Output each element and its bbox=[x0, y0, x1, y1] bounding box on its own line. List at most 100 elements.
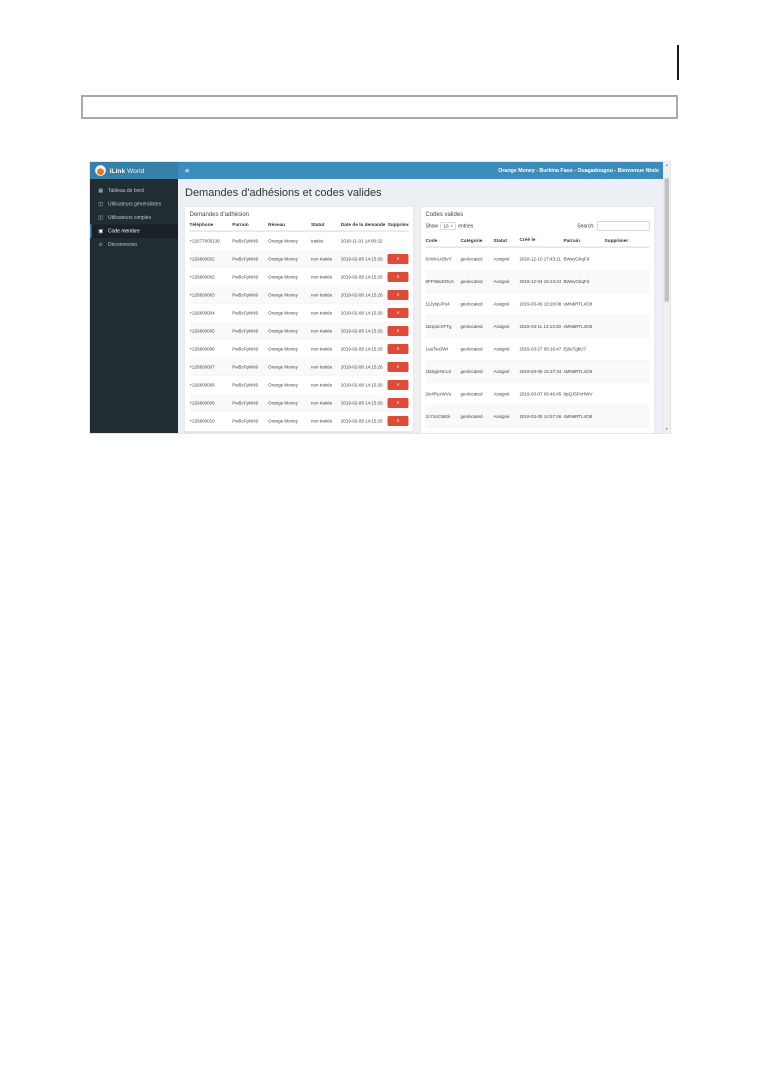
cell-parrain: Ej8uTgbU7 bbox=[563, 346, 587, 352]
column-header-sortable[interactable]: Catégorie↕ bbox=[460, 237, 486, 244]
cell-parrain: PwBcFpNN9 bbox=[232, 400, 259, 406]
cell-supprimer: × bbox=[387, 361, 409, 372]
cell-cree-le: 2019-03-06 10:28:08 bbox=[519, 301, 562, 307]
cell-statut: non traitée bbox=[310, 346, 333, 352]
delete-button[interactable]: × bbox=[387, 271, 409, 282]
scroll-up-icon[interactable]: ▲ bbox=[665, 163, 669, 168]
delete-button[interactable]: × bbox=[387, 307, 409, 318]
delete-button[interactable]: × bbox=[387, 343, 409, 354]
cell-categorie: geolocated bbox=[460, 346, 483, 352]
cell-statut: non traitée bbox=[310, 328, 333, 334]
users-icon: ◫ bbox=[98, 215, 104, 221]
column-header-sortable[interactable]: Parrain↕ bbox=[563, 237, 583, 244]
column-header-sortable[interactable]: Créé le↕ bbox=[519, 237, 539, 243]
cell-telephone: +226800009 bbox=[189, 400, 215, 406]
cell-telephone: +226800010 bbox=[189, 418, 215, 424]
page-size-select[interactable]: 10 ▾ bbox=[440, 222, 456, 230]
table-row: 1uaTso3Wr geolocated Assigné 2019-03-27 08:… bbox=[425, 337, 650, 360]
cell-statut: Assigné bbox=[493, 323, 510, 329]
brand-bold: iLink bbox=[109, 166, 126, 175]
cell-reseau: Orange Money bbox=[268, 346, 298, 352]
cell-code: 6AWAUJBvY bbox=[425, 256, 452, 262]
dashboard-icon: ▦ bbox=[98, 188, 104, 194]
column-header-sortable[interactable]: Code↕ bbox=[425, 237, 441, 244]
delete-button[interactable]: × bbox=[387, 289, 409, 300]
cell-parrain: sMN6RTL4O8 bbox=[563, 301, 593, 307]
vertical-line-decoration bbox=[677, 45, 679, 80]
cell-statut: non traitée bbox=[310, 310, 333, 316]
cell-date: 2019-02-08 14:15:26 bbox=[340, 310, 383, 316]
column-header: Réseau bbox=[268, 222, 286, 228]
cell-telephone: +226800007 bbox=[189, 364, 215, 370]
search-label: Search: bbox=[577, 223, 595, 229]
cell-statut: Assigné bbox=[493, 391, 510, 397]
codes-panel-title: Codes valides bbox=[425, 210, 464, 218]
delete-button[interactable]: × bbox=[387, 253, 409, 264]
brand-text: iLink World bbox=[110, 167, 145, 175]
delete-button[interactable]: × bbox=[387, 325, 409, 336]
app-screenshot: iLink World ≡ Orange Money - Burkina Fas… bbox=[90, 162, 670, 433]
show-entries-control: Show 10 ▾ entries bbox=[426, 222, 473, 230]
page-size-value: 10 bbox=[443, 223, 449, 229]
cell-telephone: +226800005 bbox=[189, 328, 215, 334]
scroll-down-icon[interactable]: ▼ bbox=[665, 427, 669, 432]
power-icon: ⊙ bbox=[98, 242, 103, 248]
delete-button[interactable]: × bbox=[387, 397, 409, 408]
cell-reseau: Orange Money bbox=[268, 400, 298, 406]
header-user-info[interactable]: Orange Money - Burkina Faso - Ouagadougo… bbox=[498, 167, 659, 174]
cell-parrain: PwBcFpNN9 bbox=[232, 274, 259, 280]
cell-reseau: Orange Money bbox=[268, 418, 298, 424]
delete-button[interactable]: × bbox=[387, 415, 409, 426]
cell-telephone: +226800002 bbox=[189, 256, 215, 262]
brand-logo[interactable]: iLink World bbox=[90, 162, 178, 179]
table-row: 1B2pjeNCu3 geolocated Assigné 2019-03-06 15… bbox=[425, 359, 650, 383]
delete-button[interactable]: × bbox=[387, 361, 409, 372]
chevron-down-icon: ▾ bbox=[451, 224, 453, 229]
column-header-sortable[interactable]: Supprimer↕ bbox=[604, 237, 632, 244]
sort-icon: ↕ bbox=[438, 238, 441, 243]
cell-code: 2c7sUO5iEk bbox=[425, 413, 451, 419]
cell-cree-le: 2019-03-11 14:13:30 bbox=[519, 323, 561, 329]
sidebar-item-utilisateurs-simples[interactable]: ◫ Utilisateurs simples bbox=[90, 211, 178, 225]
cell-code: 1B1pscXFTg bbox=[425, 323, 452, 329]
sidebar-item-deconnexion[interactable]: ⊙ Déconnexion bbox=[90, 238, 178, 252]
cell-date: 2019-02-08 14:15:26 bbox=[340, 256, 383, 262]
cell-parrain: PwBcFpNN9 bbox=[232, 328, 259, 334]
table-row: +226800003 PwBcFpNN9 Orange Money non trait… bbox=[189, 285, 409, 304]
cell-telephone: +226800003 bbox=[189, 292, 215, 298]
cell-date: 2018-11-01 14:00:32 bbox=[340, 238, 383, 244]
cell-date: 2019-02-08 14:15:26 bbox=[340, 400, 383, 406]
delete-button[interactable]: × bbox=[387, 379, 409, 390]
table-row: +226800007 PwBcFpNN9 Orange Money non trait… bbox=[189, 357, 409, 376]
column-header: Statut bbox=[310, 222, 325, 228]
sidebar-item-utilisateurs-generalistes[interactable]: ◫ Utilisateurs généralistes bbox=[90, 198, 178, 212]
cell-parrain: PwBcFpNN9 bbox=[232, 346, 259, 352]
cell-telephone: +22677005139 bbox=[189, 238, 220, 244]
table-row: 2c7sUO5iEk geolocated Assigné 2019-03-05 14… bbox=[425, 404, 650, 428]
users-icon: ◫ bbox=[98, 201, 104, 208]
column-header: Parrain bbox=[232, 222, 249, 228]
sidebar: ▦ Tableau de bord ◫ Utilisateurs généralist… bbox=[90, 179, 178, 433]
scrollbar-thumb[interactable] bbox=[664, 178, 669, 302]
table-controls: Show 10 ▾ entries Search: bbox=[421, 220, 655, 235]
cell-parrain: sMN6RTL4O8 bbox=[563, 413, 593, 419]
search-input[interactable] bbox=[597, 221, 650, 231]
sort-icon: ↕ bbox=[507, 238, 510, 243]
sidebar-item-code-membre[interactable]: ▣ Code membre bbox=[90, 224, 178, 238]
cell-parrain: PwBcFpNN9 bbox=[232, 364, 259, 370]
cell-cree-le: 2018-12-04 16:13:24 bbox=[519, 278, 562, 284]
cell-reseau: Orange Money bbox=[268, 310, 298, 316]
cell-supprimer: × bbox=[387, 343, 409, 354]
scrollbar[interactable]: ▲ ▼ bbox=[663, 162, 670, 433]
column-header-sortable[interactable]: Statut↕ bbox=[493, 237, 510, 244]
cell-reseau: Orange Money bbox=[268, 364, 298, 370]
cell-code: 8FFhBuDOUs bbox=[425, 278, 454, 284]
app-window: iLink World ≡ Orange Money - Burkina Fas… bbox=[90, 162, 670, 433]
cell-statut: non traitée bbox=[310, 418, 333, 424]
column-header: Téléphone bbox=[189, 222, 214, 228]
table-row: +226800009 PwBcFpNN9 Orange Money non trait… bbox=[189, 393, 409, 412]
sidebar-item-tableau-de-bord[interactable]: ▦ Tableau de bord bbox=[90, 184, 178, 198]
sidebar-toggle-icon[interactable]: ≡ bbox=[185, 166, 190, 175]
table-row: 6AWAUJBvY geolocated Assigné 2018-12-10 17:… bbox=[425, 247, 650, 270]
header-bar: ≡ Orange Money - Burkina Faso - Ouagadou… bbox=[178, 162, 670, 179]
